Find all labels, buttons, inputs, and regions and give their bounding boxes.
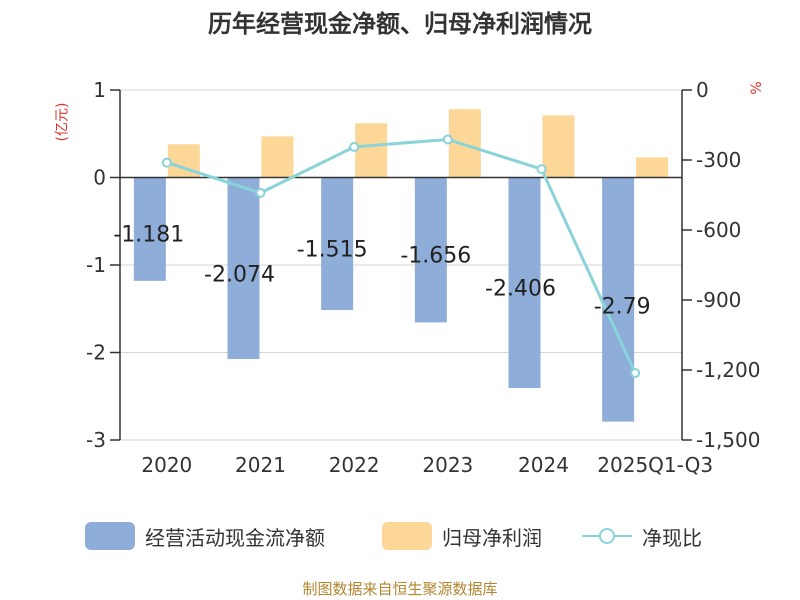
bar-profit [355,123,388,178]
legend-label-ratio: 净现比 [642,525,702,550]
right-axis-tick-label: -1,500 [696,428,760,452]
line-ratio-point [536,164,547,175]
right-axis-tick-label: -900 [696,288,741,312]
data-source: 制图数据来自恒生聚源数据库 [302,580,498,598]
left-axis-tick-label: 1 [93,78,106,102]
x-axis-category-label: 2022 [329,453,380,477]
legend-label-profit: 归母净利润 [442,525,542,550]
bar-cash [227,177,260,359]
bar-profit [542,115,575,178]
bar-cash [508,177,541,389]
legend-item-ratio[interactable]: 净现比 [582,519,702,553]
left-axis-tick-label: -2 [86,341,106,365]
legend-swatch-cash [85,522,135,550]
legend-item-cash[interactable]: 经营活动现金流净额 [85,519,325,553]
bar-cash [321,177,354,311]
legend-label-cash: 经营活动现金流净额 [145,525,325,550]
bar-value-label: -2.406 [485,277,556,302]
legend-item-profit[interactable]: 归母净利润 [382,519,542,553]
line-ratio-point [255,187,266,198]
bar-cash [602,177,635,422]
legend-swatch-profit [382,522,432,550]
bar-value-label: -1.515 [297,238,368,263]
left-axis-tick-label: 0 [93,166,106,190]
right-axis-tick-label: 0 [696,78,709,102]
right-axis-tick-label: -300 [696,148,741,172]
x-axis-category-label: 2024 [518,453,569,477]
legend-line-icon [582,522,632,550]
bar-value-label: -2.79 [594,295,651,320]
legend: 经营活动现金流净额 归母净利润 净现比 [0,519,800,553]
chart-title: 历年经营现金净额、归母净利润情况 [208,10,592,38]
line-ratio-point [161,157,172,168]
bar-value-label: -1.656 [400,244,471,269]
x-axis-category-label: 2021 [235,453,286,477]
x-axis-category-label: 2025Q1-Q3 [597,453,713,477]
bar-profit [636,157,669,178]
left-axis-tick-label: -3 [86,428,106,452]
left-axis-tick-label: -1 [86,253,106,277]
line-ratio-point [349,141,360,152]
right-axis-tick-label: -1,200 [696,358,760,382]
line-ratio-point [442,134,453,145]
line-ratio-point [630,368,641,379]
x-axis-category-label: 2023 [422,453,473,477]
line-ratio [166,137,637,374]
bar-cash [414,177,447,323]
bar-value-label: -1.181 [113,223,184,248]
right-axis-tick-label: -600 [696,218,741,242]
x-axis-category-label: 2020 [141,453,192,477]
chart-plot: 10-1-2-30-300-600-900-1,200-1,500-1.181-… [86,78,760,477]
bar-profit [261,136,294,178]
bar-value-label: -2.074 [204,263,275,288]
bar-cash [133,177,166,281]
